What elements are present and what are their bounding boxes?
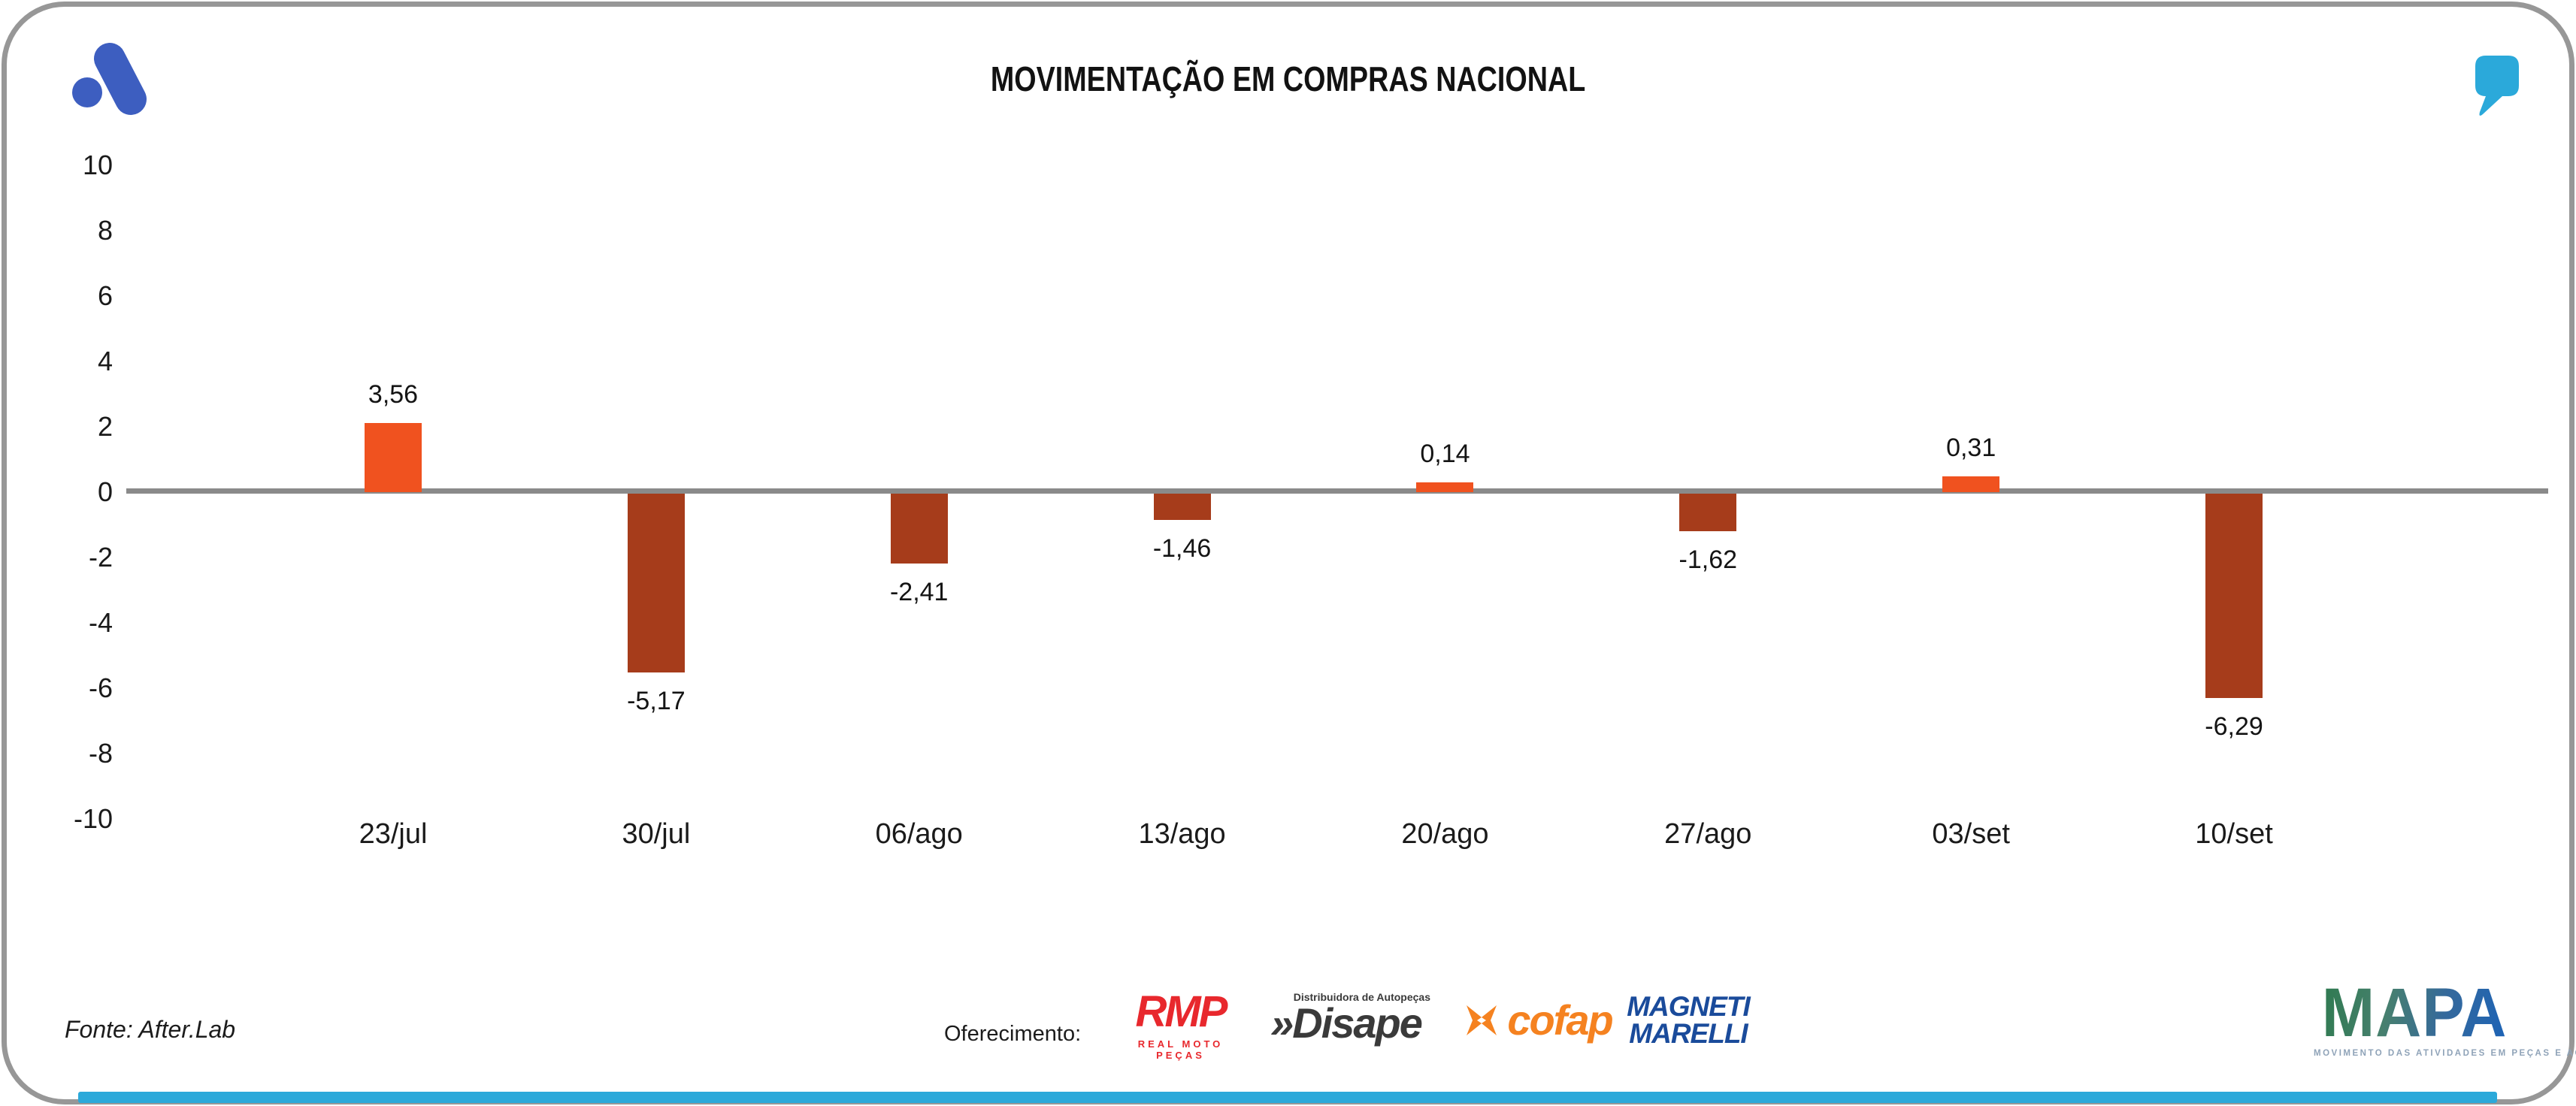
disape-logo: Distribuidora de Autopeças »Disape [1261, 992, 1430, 1044]
y-tick-label: 6 [97, 280, 113, 311]
x-tick-label: 06/ago [875, 818, 963, 850]
magneti-marelli-logo: MAGNETI MARELLI [1621, 993, 1756, 1047]
x-tick-label: 13/ago [1138, 818, 1226, 850]
bar [627, 494, 685, 672]
bar-value-label: -5,17 [627, 687, 686, 715]
x-axis-zero-line [126, 488, 2548, 494]
x-tick-label: 03/set [1932, 818, 2010, 850]
sponsorship-label: Oferecimento: [944, 1022, 1082, 1046]
y-tick-label: -8 [88, 738, 113, 769]
bottom-accent-bar [78, 1092, 2497, 1103]
bar-value-label: 3,56 [368, 380, 419, 409]
y-tick-label: 4 [97, 346, 113, 376]
rmp-logo: RMP REAL MOTO PEÇAS [1111, 987, 1250, 1062]
y-tick-label: 0 [97, 476, 113, 507]
bar [1153, 494, 1211, 520]
afterlab-logo-icon [72, 43, 147, 115]
mapa-logo-tagline: MOVIMENTO DAS ATIVIDADES EM PEÇAS E ACES… [2314, 1049, 2576, 1058]
disape-logo-subtitle: Distribuidora de Autopeças [1293, 991, 1430, 1003]
cofap-logo-text: cofap [1507, 996, 1613, 1044]
source-note: Fonte: After.Lab [65, 1016, 236, 1043]
bar [1416, 482, 1474, 492]
bar [1942, 476, 2000, 492]
mapa-logo-text: MAPA [2321, 975, 2508, 1051]
bar [890, 494, 948, 564]
x-tick-label: 10/set [2195, 818, 2273, 850]
magneti-line2: MARELLI [1629, 1018, 1748, 1049]
y-tick-label: 8 [97, 215, 113, 246]
bar [1679, 494, 1737, 531]
y-tick-label: -10 [73, 803, 113, 834]
y-tick-label: 2 [97, 411, 113, 442]
page-title: MOVIMENTAÇÃO EM COMPRAS NACIONAL [990, 59, 1586, 98]
x-tick-label: 30/jul [622, 818, 691, 850]
rmp-logo-subtitle: REAL MOTO PEÇAS [1137, 1038, 1224, 1061]
bar [2205, 494, 2263, 698]
x-tick-label: 20/ago [1401, 818, 1489, 850]
magneti-line1: MAGNETI [1627, 991, 1751, 1022]
y-tick-label: -4 [88, 607, 113, 638]
cofap-logo: cofap [1454, 999, 1620, 1041]
bar-value-label: -2,41 [889, 578, 949, 606]
y-tick-label: -6 [88, 672, 113, 703]
x-tick-label: 23/jul [359, 818, 428, 850]
y-tick-label: 10 [82, 150, 113, 180]
bar-value-label: 0,14 [1420, 440, 1470, 468]
quote-mark-icon [2475, 56, 2519, 116]
rmp-logo-text: RMP [1135, 987, 1228, 1036]
bar-value-label: 0,31 [1946, 434, 1996, 462]
bar [365, 423, 422, 492]
bar-value-label: -1,46 [1152, 534, 1212, 563]
bar-value-label: -6,29 [2205, 712, 2263, 741]
y-tick-label: -2 [88, 542, 113, 573]
mapa-logo: MAPA MOVIMENTO DAS ATIVIDADES EM PEÇAS E… [2314, 975, 2576, 1058]
bar-value-label: -1,62 [1678, 545, 1738, 574]
disape-logo-text: »Disape [1270, 999, 1423, 1047]
cofap-icon [1467, 1005, 1497, 1035]
x-tick-label: 27/ago [1664, 818, 1752, 850]
